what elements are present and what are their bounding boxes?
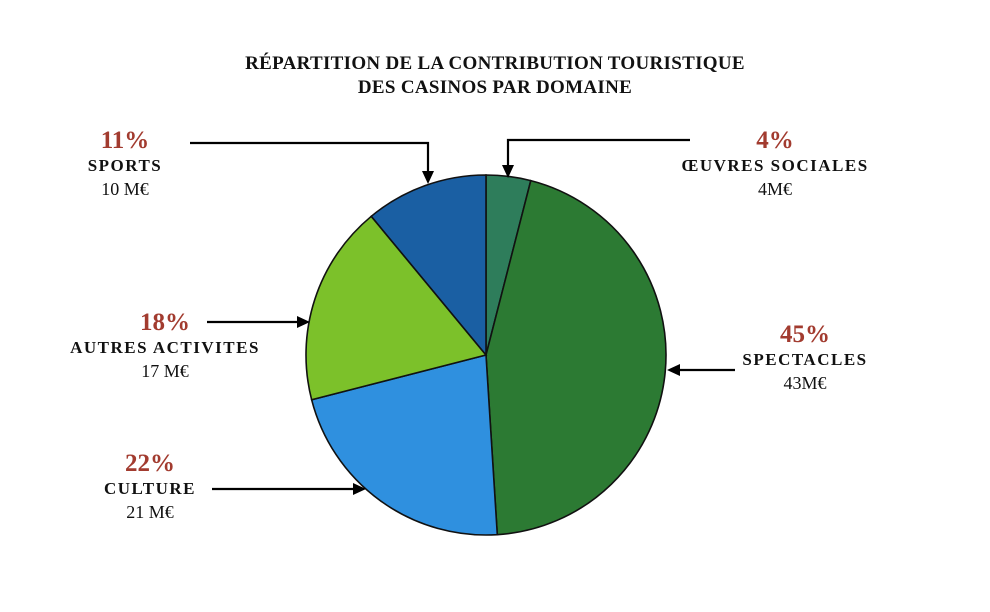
arrowhead-sports [422, 171, 434, 184]
chart-subtitle: DES CASINOS PAR DOMAINE [357, 77, 633, 98]
autres-percent: 18% [140, 309, 190, 336]
culture-percent: 22% [125, 450, 175, 477]
spectacles-percent: 45% [780, 321, 830, 348]
arrowhead-oeuvres [502, 165, 514, 178]
leader-line-oeuvres [506, 138, 690, 166]
oeuvres-name: ŒUVRES SOCIALES [681, 156, 869, 175]
spectacles-name: SPECTACLES [742, 350, 868, 369]
chart-title-block: RÉPARTITION DE LA CONTRIBUTION TOURISTIQ… [0, 52, 990, 100]
culture-name: CULTURE [103, 479, 197, 498]
label-autres-activites: 18% AUTRES ACTIVITES 17 M€ [50, 309, 280, 383]
label-sports: 11% SPORTS 10 M€ [65, 127, 185, 201]
label-culture: 22% CULTURE 21 M€ [85, 450, 215, 524]
sports-percent: 11% [100, 127, 150, 154]
chart-title: RÉPARTITION DE LA CONTRIBUTION TOURISTIQ… [245, 53, 745, 74]
arrowhead-culture [353, 483, 366, 495]
pie-slice-autres [305, 215, 488, 401]
pie-slice-spectacles [485, 179, 667, 536]
pie-slice-culture [310, 353, 499, 536]
arrowhead-spectacles [667, 364, 680, 376]
arrowhead-autres [297, 316, 310, 328]
leader-line-sports [190, 141, 430, 172]
sports-amount: 10 M€ [101, 179, 149, 199]
spectacles-amount: 43M€ [783, 373, 827, 393]
oeuvres-amount: 4M€ [757, 179, 792, 199]
autres-amount: 17 M€ [141, 361, 189, 381]
pie-slice-sports [370, 174, 487, 358]
culture-amount: 21 M€ [126, 502, 174, 522]
oeuvres-percent: 4% [756, 127, 794, 154]
autres-name: AUTRES ACTIVITES [70, 338, 260, 357]
label-oeuvres-sociales: 4% ŒUVRES SOCIALES 4M€ [655, 127, 895, 201]
label-spectacles: 45% SPECTACLES 43M€ [720, 321, 890, 395]
sports-name: SPORTS [87, 156, 163, 175]
